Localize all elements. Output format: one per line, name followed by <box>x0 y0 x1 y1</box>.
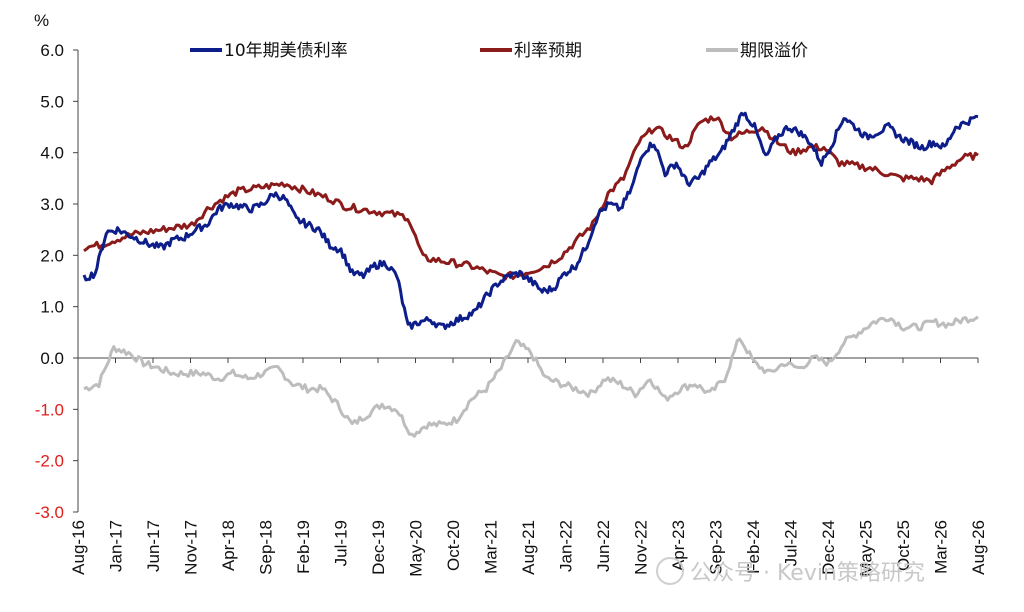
x-tick-label: Sep-18 <box>257 520 276 575</box>
y-tick-label: -1.0 <box>35 400 64 419</box>
series-line-term-premium <box>83 315 979 438</box>
watermark: 公众号 · Kevin策略研究 <box>656 557 925 586</box>
watermark-text: 公众号 · Kevin策略研究 <box>690 561 925 586</box>
y-tick-label: 0.0 <box>40 349 64 368</box>
x-tick-label: Aug-16 <box>69 520 88 575</box>
x-tick-label: Jul-24 <box>782 520 801 566</box>
series-line-rate-expectation <box>83 115 979 281</box>
x-tick-label: Nov-17 <box>182 520 201 575</box>
x-tick-label: Dec-24 <box>819 520 838 575</box>
legend-label-10y: 10年期美债利率 <box>224 41 348 61</box>
y-unit-label: % <box>34 11 49 30</box>
x-tick-label: May-20 <box>407 520 426 577</box>
x-tick-label: Oct-25 <box>894 520 913 571</box>
y-tick-label: 4.0 <box>40 144 64 163</box>
x-tick-label: Nov-22 <box>632 520 651 575</box>
x-tick-labels: Aug-16 Jan-17 Jun-17 Nov-17 Apr-18 Sep-18 Feb-… <box>69 358 988 577</box>
x-tick-label: Jun-17 <box>144 520 163 572</box>
y-tick-label: 3.0 <box>40 195 64 214</box>
x-tick-label: Feb-19 <box>294 520 313 574</box>
watermark-logo-icon <box>656 557 684 585</box>
x-tick-label: Sep-23 <box>707 520 726 575</box>
series-line-10y-yield <box>82 111 979 331</box>
x-tick-label: May-25 <box>857 520 876 577</box>
x-tick-label: Dec-19 <box>369 520 388 575</box>
x-tick-label: Feb-24 <box>744 520 763 574</box>
y-tick-label: 6.0 <box>40 41 64 60</box>
x-tick-label: Mar-21 <box>482 520 501 574</box>
x-tick-label: Mar-26 <box>932 520 951 574</box>
legend: 10年期美债利率 利率预期 期限溢价 <box>190 41 808 61</box>
y-tick-label: 5.0 <box>40 92 64 111</box>
x-tick-label: Jul-19 <box>332 520 351 566</box>
y-tick-label: -3.0 <box>35 503 64 522</box>
x-tick-label: Aug-26 <box>969 520 988 575</box>
legend-label-rate-expectation: 利率预期 <box>514 41 582 61</box>
x-tick-label: Jan-17 <box>107 520 126 572</box>
x-tick-label: Apr-23 <box>669 520 688 571</box>
y-tick-labels: 6.0 5.0 4.0 3.0 2.0 1.0 0.0 -1.0 -2.0 -3.0 <box>35 41 78 522</box>
y-tick-label: 1.0 <box>40 298 64 317</box>
x-tick-label: Jan-22 <box>557 520 576 572</box>
y-tick-label: -2.0 <box>35 452 64 471</box>
x-tick-label: Aug-21 <box>519 520 538 575</box>
series-lines <box>82 111 979 438</box>
legend-label-term-premium: 期限溢价 <box>740 41 808 61</box>
x-tick-label: Jun-22 <box>594 520 613 572</box>
x-tick-label: Apr-18 <box>219 520 238 571</box>
y-tick-label: 2.0 <box>40 246 64 265</box>
x-tick-label: Oct-20 <box>444 520 463 571</box>
